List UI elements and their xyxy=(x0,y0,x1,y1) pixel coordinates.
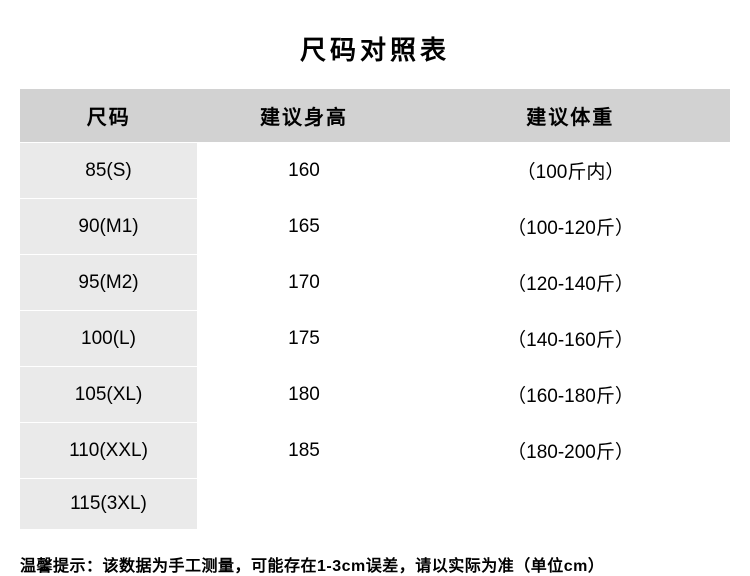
cell-height: 160 xyxy=(198,143,411,199)
col-header-size: 尺码 xyxy=(20,89,198,143)
col-header-weight: 建议体重 xyxy=(411,89,731,143)
col-header-height: 建议身高 xyxy=(198,89,411,143)
cell-size: 100(L) xyxy=(20,311,198,367)
size-chart-table: 尺码 建议身高 建议体重 85(S) 160 （100斤内） 90(M1) 16… xyxy=(20,89,730,530)
page-title: 尺码对照表 xyxy=(20,30,730,67)
cell-weight: （100斤内） xyxy=(411,143,731,199)
footnote-text: 温馨提示：该数据为手工测量，可能存在1-3cm误差，请以实际为准（单位cm） xyxy=(20,552,730,576)
cell-height: 165 xyxy=(198,199,411,255)
cell-weight xyxy=(411,479,731,530)
table-row: 85(S) 160 （100斤内） xyxy=(20,143,730,199)
table-row: 100(L) 175 （140-160斤） xyxy=(20,311,730,367)
cell-weight: （120-140斤） xyxy=(411,255,731,311)
table-row: 95(M2) 170 （120-140斤） xyxy=(20,255,730,311)
cell-size: 95(M2) xyxy=(20,255,198,311)
cell-weight: （180-200斤） xyxy=(411,423,731,479)
cell-size: 110(XXL) xyxy=(20,423,198,479)
cell-size: 90(M1) xyxy=(20,199,198,255)
cell-height: 180 xyxy=(198,367,411,423)
table-row: 105(XL) 180 （160-180斤） xyxy=(20,367,730,423)
cell-weight: （160-180斤） xyxy=(411,367,731,423)
table-row: 110(XXL) 185 （180-200斤） xyxy=(20,423,730,479)
cell-size: 85(S) xyxy=(20,143,198,199)
cell-weight: （100-120斤） xyxy=(411,199,731,255)
table-body: 85(S) 160 （100斤内） 90(M1) 165 （100-120斤） … xyxy=(20,143,730,530)
table-row: 90(M1) 165 （100-120斤） xyxy=(20,199,730,255)
cell-height: 175 xyxy=(198,311,411,367)
table-row: 115(3XL) xyxy=(20,479,730,530)
cell-height xyxy=(198,479,411,530)
cell-weight: （140-160斤） xyxy=(411,311,731,367)
cell-height: 170 xyxy=(198,255,411,311)
cell-size: 115(3XL) xyxy=(20,479,198,530)
cell-height: 185 xyxy=(198,423,411,479)
table-header-row: 尺码 建议身高 建议体重 xyxy=(20,89,730,143)
cell-size: 105(XL) xyxy=(20,367,198,423)
